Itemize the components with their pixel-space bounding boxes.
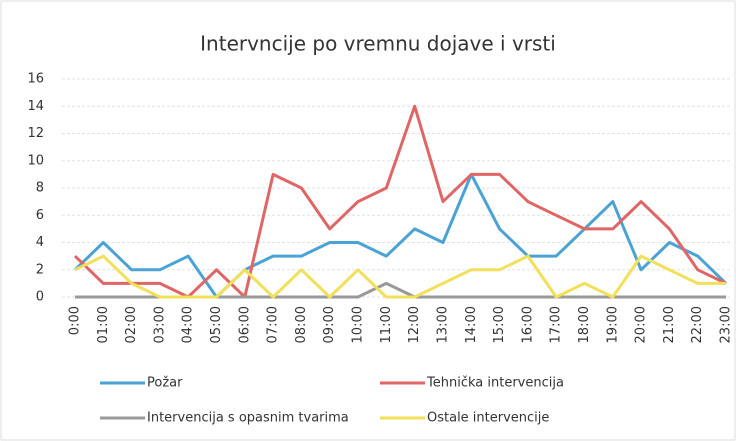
x-tick-label: 15:00 bbox=[492, 306, 507, 343]
series-line bbox=[74, 254, 726, 299]
x-tick-label: 06:00 bbox=[237, 306, 252, 343]
legend-label: Intervencija s opasnim tvarima bbox=[147, 411, 349, 426]
x-tick-label: 17:00 bbox=[549, 306, 564, 343]
series-line bbox=[73, 104, 727, 299]
x-tick-label: 22:00 bbox=[690, 306, 705, 343]
y-tick-label: 0 bbox=[36, 290, 44, 305]
y-tick-label: 2 bbox=[36, 262, 44, 277]
x-tick-label: 13:00 bbox=[435, 306, 450, 343]
y-tick-label: 14 bbox=[27, 99, 44, 114]
x-tick-label: 11:00 bbox=[379, 306, 394, 343]
x-tick-label: 04:00 bbox=[181, 306, 196, 343]
x-tick-label: 16:00 bbox=[520, 306, 535, 343]
x-tick-label: 18:00 bbox=[577, 306, 592, 343]
x-tick-label: 19:00 bbox=[605, 306, 620, 343]
y-tick-label: 4 bbox=[36, 235, 44, 250]
x-tick-label: 09:00 bbox=[322, 306, 337, 343]
x-tick-label: 0:00 bbox=[68, 306, 83, 335]
x-tick-label: 14:00 bbox=[464, 306, 479, 343]
x-tick-label: 05:00 bbox=[209, 306, 224, 343]
y-tick-label: 10 bbox=[27, 153, 44, 168]
chart-title: Intervncije po vremnu dojave i vrsti bbox=[200, 32, 556, 56]
x-tick-label: 20:00 bbox=[634, 306, 649, 343]
legend-label: Požar bbox=[147, 376, 183, 391]
y-tick-label: 12 bbox=[27, 126, 44, 141]
x-tick-label: 02:00 bbox=[124, 306, 139, 343]
x-tick-label: 08:00 bbox=[294, 306, 309, 343]
series-line bbox=[73, 172, 728, 299]
legend-label: Tehnička intervencija bbox=[426, 376, 564, 391]
legend-label: Ostale intervencije bbox=[427, 411, 549, 426]
x-tick-label: 23:00 bbox=[719, 306, 734, 343]
x-tick-label: 07:00 bbox=[266, 306, 281, 343]
y-tick-label: 8 bbox=[36, 181, 44, 196]
x-tick-label: 10:00 bbox=[351, 306, 366, 343]
x-tick-label: 21:00 bbox=[662, 306, 677, 343]
x-tick-label: 01:00 bbox=[96, 306, 111, 343]
y-tick-label: 16 bbox=[27, 72, 44, 87]
x-tick-label: 12:00 bbox=[407, 306, 422, 343]
x-tick-label: 03:00 bbox=[152, 306, 167, 343]
y-tick-label: 6 bbox=[36, 208, 44, 223]
